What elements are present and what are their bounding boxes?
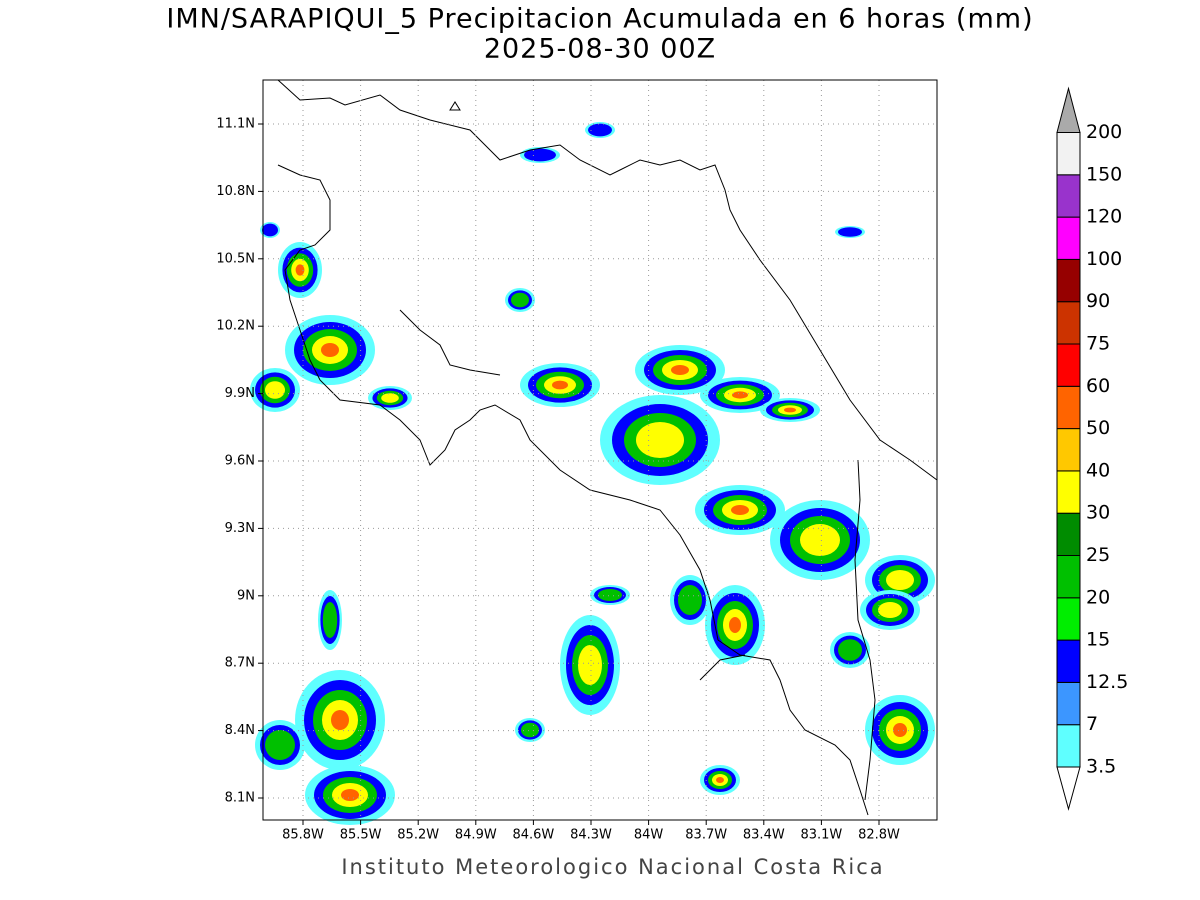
colorbar-label: 25 [1086, 544, 1110, 566]
precip-cell [381, 393, 399, 403]
lat-tick-label: 9.9N [225, 386, 255, 401]
precip-cell [716, 777, 724, 783]
precip-cell [265, 730, 295, 760]
colorbar-segment [1056, 216, 1081, 260]
subtitle: 2025-08-30 00Z [484, 34, 716, 65]
precip-cell [784, 407, 796, 413]
map-frame [262, 79, 938, 821]
precip-cell [262, 223, 278, 237]
lon-tick-label: 83.7W [685, 828, 727, 843]
precip-cell [731, 505, 749, 515]
lon-tick-label: 84.6W [512, 828, 554, 843]
lon-tick-label: 84.9W [455, 828, 497, 843]
title: IMN/SARAPIQUI_5 Precipitacion Acumulada … [166, 4, 1033, 35]
precip-cell [678, 585, 702, 615]
precip-cell [331, 710, 349, 730]
precip-cell [322, 602, 338, 638]
precip-cell [321, 343, 339, 357]
lat-tick-label: 8.4N [225, 723, 255, 738]
lon-tick-label: 82.8W [858, 828, 900, 843]
precip-cell [511, 292, 529, 308]
colorbar: 3.5 7 12.5 15 20 25 30 40 50 60 75 90 100 120 150 200 [1056, 86, 1128, 811]
precip-cell [893, 723, 907, 737]
precip-cell [578, 645, 602, 685]
colorbar-segment [1056, 428, 1081, 472]
colorbar-label: 12.5 [1086, 671, 1128, 693]
precip-cell [878, 602, 902, 618]
colorbar-segment [1056, 258, 1081, 303]
lat-tick-label: 10.5N [216, 251, 255, 266]
axis-ticks: 85.8W 85.5W 85.2W 84.9W 84.6W 84.3W 84W 83.7W 83… [216, 117, 900, 843]
precip-cell [838, 639, 862, 661]
precip-cell [265, 381, 285, 399]
lat-tick-label: 10.8N [216, 184, 255, 199]
lat-tick-label: 10.2N [216, 319, 255, 334]
lat-tick-label: 9N [237, 588, 255, 603]
precip-cell [800, 524, 840, 556]
precip-cell [838, 227, 862, 237]
precip-cell [886, 570, 914, 590]
precip-cell [341, 789, 359, 801]
colorbar-segment [1056, 385, 1081, 430]
colorbar-segment [1056, 681, 1081, 726]
colorbar-label: 60 [1086, 375, 1110, 397]
lat-tick-label: 9.6N [225, 454, 255, 469]
colorbar-segment [1056, 132, 1081, 176]
precip-cell [729, 617, 741, 633]
colorbar-lower-triangle [1056, 766, 1081, 811]
lat-tick-label: 11.1N [216, 117, 255, 132]
colorbar-label: 200 [1086, 121, 1122, 143]
precip-cell [524, 148, 556, 162]
precip-cell [521, 722, 539, 738]
colorbar-segment [1056, 174, 1081, 218]
colorbar-label: 50 [1086, 417, 1110, 439]
colorbar-upper-triangle [1056, 86, 1081, 133]
precip-cell [588, 123, 612, 137]
colorbar-label: 15 [1086, 629, 1110, 651]
colorbar-label: 7 [1086, 713, 1098, 735]
lat-tick-label: 8.7N [225, 656, 255, 671]
colorbar-label: 150 [1086, 163, 1122, 185]
lon-tick-label: 83.4W [743, 828, 785, 843]
coastlines [277, 79, 938, 816]
precip-cell [295, 264, 305, 276]
lon-tick-label: 84.3W [570, 828, 612, 843]
colorbar-segment [1056, 639, 1081, 683]
colorbar-segment [1056, 512, 1081, 557]
precip-cell [598, 589, 622, 601]
colorbar-segment [1056, 597, 1081, 641]
lon-tick-label: 85.8W [282, 828, 324, 843]
lon-tick-label: 84W [634, 828, 664, 843]
colorbar-label: 120 [1086, 206, 1122, 228]
colorbar-label: 40 [1086, 459, 1110, 481]
lon-tick-label: 85.5W [340, 828, 382, 843]
colorbar-label: 75 [1086, 333, 1110, 355]
colorbar-segment [1056, 724, 1081, 768]
precip-cell [552, 380, 568, 390]
colorbar-label: 30 [1086, 502, 1110, 524]
lon-tick-label: 85.2W [397, 828, 439, 843]
colorbar-label: 3.5 [1086, 756, 1116, 778]
precip-cell [636, 422, 684, 458]
colorbar-label: 90 [1086, 290, 1110, 312]
colorbar-segment [1056, 470, 1081, 514]
graticule [263, 80, 937, 820]
colorbar-segment [1056, 301, 1081, 345]
precip-cell [732, 391, 748, 399]
lon-tick-label: 83.1W [800, 828, 842, 843]
colorbar-label: 20 [1086, 586, 1110, 608]
colorbar-label: 100 [1086, 248, 1122, 270]
lat-tick-label: 9.3N [225, 521, 255, 536]
precip-cell [671, 365, 689, 375]
footer: Instituto Meteorologico Nacional Costa R… [341, 855, 884, 879]
precip-field [250, 122, 935, 825]
lat-tick-label: 8.1N [225, 791, 255, 806]
colorbar-segment [1056, 343, 1081, 387]
colorbar-segment [1056, 555, 1081, 599]
